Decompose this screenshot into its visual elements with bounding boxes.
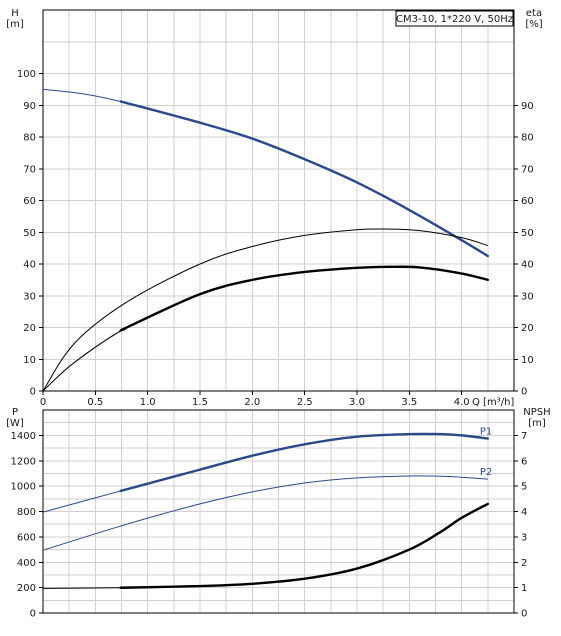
y-tick-left: 600 <box>17 532 36 543</box>
y-tick-left: 80 <box>23 133 36 144</box>
y-tick-left: 0 <box>30 387 36 398</box>
x-tick-label: 3.0 <box>349 397 365 408</box>
y-axis-title-right: eta <box>526 8 542 19</box>
y-tick-right: 20 <box>521 323 534 334</box>
y-axis-title-right: [%] <box>525 19 542 30</box>
y-tick-left: 200 <box>17 583 36 594</box>
y-axis-title-left: [W] <box>6 418 24 429</box>
y-tick-right: 2 <box>521 558 527 569</box>
y-tick-left: 70 <box>23 164 36 175</box>
series-label-p1: P1 <box>480 427 492 438</box>
x-tick-label: 4.0 <box>454 397 470 408</box>
y-axis-title-right: NPSH <box>523 407 550 418</box>
y-tick-right: 4 <box>521 507 527 518</box>
x-tick-label: 1.0 <box>140 397 156 408</box>
y-tick-left: 90 <box>23 101 36 112</box>
y-tick-left: 1400 <box>11 431 36 442</box>
y-tick-right: 10 <box>521 355 534 366</box>
title-box <box>395 10 514 27</box>
x-tick-label: 2.5 <box>297 397 313 408</box>
series-line-bold-P1 <box>119 432 490 493</box>
y-axis-title-left: H <box>11 8 19 19</box>
y-tick-left: 400 <box>17 558 36 569</box>
series-line-npsh <box>42 503 489 589</box>
y-tick-left: 30 <box>23 291 36 302</box>
y-tick-right: 50 <box>521 228 534 239</box>
y-tick-left: 40 <box>23 260 36 271</box>
y-axis-title-left: [m] <box>6 19 24 30</box>
x-tick-label: 3.5 <box>401 397 417 408</box>
y-tick-left: 800 <box>17 507 36 518</box>
y-tick-left: 100 <box>17 69 36 80</box>
x-axis-title: Q [m³/h] <box>472 397 514 408</box>
y-tick-left: 0 <box>30 609 36 620</box>
y-tick-left: 10 <box>23 355 36 366</box>
y-tick-left: 1200 <box>11 456 36 467</box>
y-axis-title-left: P <box>12 407 18 418</box>
x-tick-label: 1.5 <box>192 397 208 408</box>
x-tick-label: 0.5 <box>87 397 103 408</box>
y-tick-right: 40 <box>521 260 534 271</box>
x-tick-label: 2.0 <box>244 397 260 408</box>
y-tick-right: 3 <box>521 532 527 543</box>
x-tick-label: 0 <box>40 397 46 408</box>
y-tick-right: 70 <box>521 164 534 175</box>
series-line-bold-eta_p1 <box>119 265 490 332</box>
y-tick-left: 1000 <box>11 482 36 493</box>
y-tick-right: 90 <box>521 101 534 112</box>
chart-title: CM3-10, 1*220 V, 50Hz <box>396 14 513 25</box>
y-tick-right: 6 <box>521 456 527 467</box>
y-tick-right: 5 <box>521 482 527 493</box>
panel-top <box>39 9 518 395</box>
series-line-eta_p1 <box>42 266 488 392</box>
panel-bottom <box>39 409 518 614</box>
y-tick-left: 50 <box>23 228 36 239</box>
series-label-p2: P2 <box>480 467 492 478</box>
y-tick-right: 80 <box>521 133 534 144</box>
y-tick-right: 30 <box>521 291 534 302</box>
y-tick-left: 60 <box>23 196 36 207</box>
series-line-eta <box>42 228 488 392</box>
y-tick-right: 0 <box>521 387 527 398</box>
y-tick-right: 1 <box>521 583 527 594</box>
y-tick-right: 7 <box>521 431 527 442</box>
series-line-bold-head <box>119 100 490 258</box>
y-axis-title-right: [m] <box>528 418 546 429</box>
series-line-P2 <box>42 475 488 551</box>
y-tick-left: 20 <box>23 323 36 334</box>
y-tick-right: 60 <box>521 196 534 207</box>
y-tick-right: 0 <box>521 609 527 620</box>
series-line-bold-npsh <box>119 502 490 589</box>
